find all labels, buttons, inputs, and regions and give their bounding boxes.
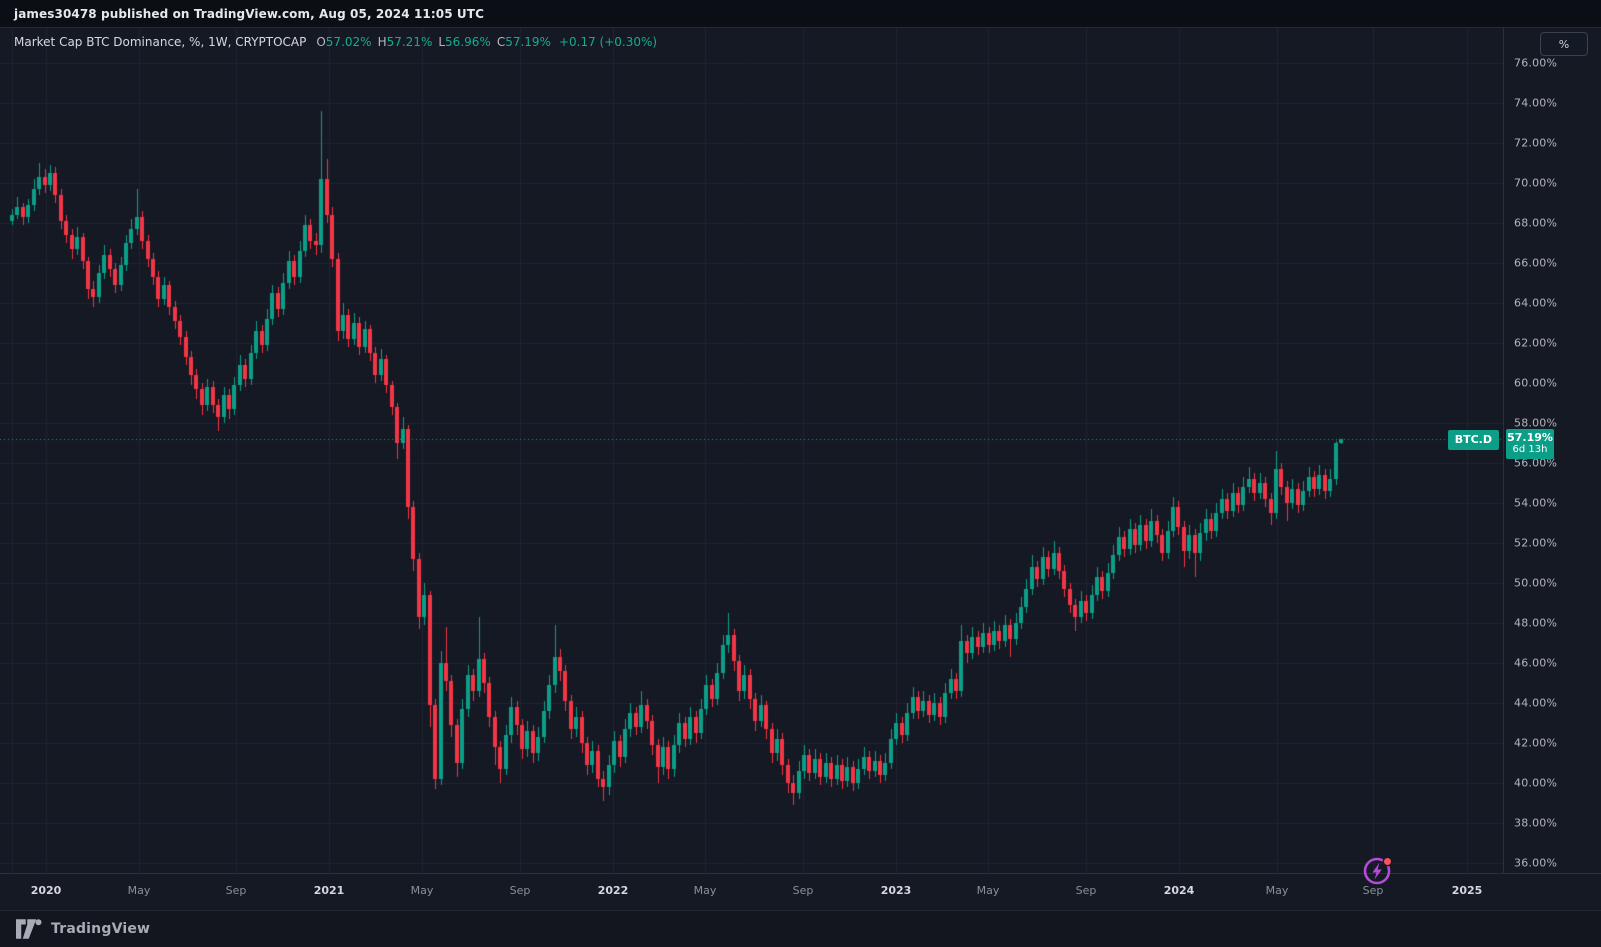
symbol-price-flag: BTC.D — [1447, 429, 1499, 450]
price-axis-label: 56.00% — [1514, 456, 1558, 470]
time-axis-month-label: May — [693, 884, 717, 897]
price-axis-label: 74.00% — [1514, 96, 1558, 110]
change-value: +0.17 (+0.30%) — [558, 35, 658, 49]
time-axis-month-label: May — [1265, 884, 1289, 897]
time-axis-month-label: Sep — [225, 884, 247, 897]
time-axis-month-label: May — [127, 884, 151, 897]
price-axis-label: 72.00% — [1514, 136, 1558, 150]
price-axis-label: 44.00% — [1514, 696, 1558, 710]
candlestick-chart[interactable] — [0, 28, 1503, 873]
symbol-title[interactable]: Market Cap BTC Dominance, %, 1W, CRYPTOC… — [14, 35, 307, 49]
publish-status-bar: james30478 published on TradingView.com,… — [0, 0, 1601, 28]
low-value: 56.96% — [445, 35, 491, 49]
price-axis-label: 54.00% — [1514, 496, 1558, 510]
time-axis-month-label: Sep — [1075, 884, 1097, 897]
price-axis-label: 48.00% — [1514, 616, 1558, 630]
time-axis-month-label: Sep — [509, 884, 531, 897]
time-axis-year-label: 2025 — [1451, 884, 1483, 897]
time-axis-month-label: May — [976, 884, 1000, 897]
time-axis-month-label: Sep — [792, 884, 814, 897]
price-axis-label: 38.00% — [1514, 816, 1558, 830]
time-axis-year-label: 2020 — [30, 884, 62, 897]
tradingview-wordmark[interactable]: TradingView — [51, 921, 151, 937]
footer-bar: TradingView — [0, 910, 1601, 947]
price-axis-label: 50.00% — [1514, 576, 1558, 590]
time-axis-month-label: Sep — [1362, 884, 1384, 897]
notification-dot — [1382, 856, 1393, 867]
high-label: H — [377, 35, 387, 49]
open-label: O — [316, 35, 326, 49]
price-axis-label: 36.00% — [1514, 856, 1558, 870]
last-price-flag: 57.19% 6d 13h — [1506, 428, 1554, 459]
price-axis[interactable]: % 76.00% 74.00% 72.00% 70.00% 68.00% 66.00% 64… — [1503, 28, 1601, 873]
high-value: 57.21% — [386, 35, 433, 49]
time-axis[interactable]: 2020 May Sep 2021 May Sep 2022 May Sep 2023 May Sep… — [0, 873, 1601, 910]
percent-scale-button[interactable]: % — [1540, 32, 1588, 56]
time-axis-year-label: 2021 — [313, 884, 345, 897]
last-price-value: 57.19% — [1507, 430, 1553, 444]
time-axis-year-label: 2024 — [1163, 884, 1195, 897]
chart-legend[interactable]: Market Cap BTC Dominance, %, 1W, CRYPTOC… — [14, 35, 657, 49]
published-note: james30478 published on TradingView.com,… — [14, 6, 484, 21]
price-axis-label: 64.00% — [1514, 296, 1558, 310]
price-axis-label: 60.00% — [1514, 376, 1558, 390]
tradingview-logo-icon[interactable] — [16, 919, 43, 939]
boost-flash-button[interactable] — [1362, 854, 1394, 886]
low-label: L — [438, 35, 446, 49]
flash-icon — [1363, 856, 1393, 885]
time-axis-year-label: 2023 — [880, 884, 912, 897]
open-value: 57.02% — [325, 35, 372, 49]
price-axis-label: 68.00% — [1514, 216, 1558, 230]
price-axis-label: 62.00% — [1514, 336, 1558, 350]
bar-countdown: 6d 13h — [1512, 443, 1548, 455]
close-value: 57.19% — [505, 35, 551, 49]
price-axis-label: 76.00% — [1514, 56, 1558, 70]
price-axis-label: 46.00% — [1514, 656, 1558, 670]
price-axis-label: 66.00% — [1514, 256, 1558, 270]
price-axis-label: 58.00% — [1514, 416, 1558, 430]
price-axis-label: 40.00% — [1514, 776, 1558, 790]
time-axis-month-label: May — [410, 884, 434, 897]
time-axis-year-label: 2022 — [597, 884, 629, 897]
price-axis-label: 42.00% — [1514, 736, 1558, 750]
close-label: C — [496, 35, 506, 49]
price-axis-label: 52.00% — [1514, 536, 1558, 550]
price-axis-label: 70.00% — [1514, 176, 1558, 190]
chart-area[interactable]: Market Cap BTC Dominance, %, 1W, CRYPTOC… — [0, 28, 1601, 910]
